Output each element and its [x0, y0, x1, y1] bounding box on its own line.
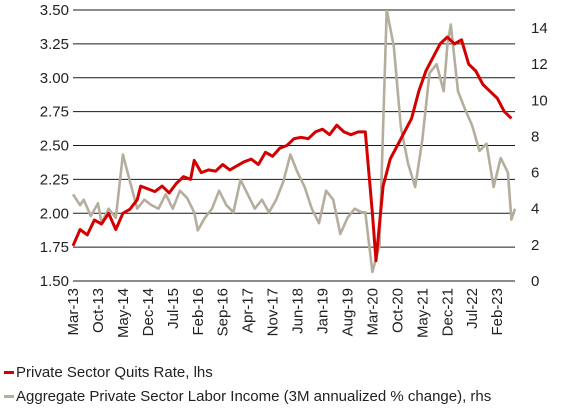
- y-left-tick-label: 3.00: [40, 70, 69, 87]
- legend-swatch-quits-rate: [4, 371, 14, 374]
- x-tick-label: Feb-23: [489, 288, 506, 336]
- y-right-tick-label: 12: [531, 56, 548, 73]
- x-tick-label: Aug-19: [339, 288, 356, 336]
- x-tick-label: Dec-14: [140, 288, 157, 336]
- x-tick-label: Feb-16: [190, 288, 207, 336]
- x-tick-label: Oct-13: [90, 288, 107, 333]
- grid-lines: [73, 9, 515, 282]
- y-right-tick-label: 10: [531, 92, 548, 109]
- legend-entry-quits-rate: Private Sector Quits Rate, lhs: [4, 364, 213, 381]
- x-tick-label: Jul-22: [464, 288, 481, 329]
- x-tick-label: May-21: [414, 288, 431, 338]
- x-tick-label: Jul-15: [165, 288, 182, 329]
- legend-label-labor-income: Aggregate Private Sector Labor Income (3…: [16, 388, 492, 405]
- x-tick-label: Dec-21: [439, 288, 456, 336]
- x-tick-label: Jan-19: [315, 288, 332, 334]
- legend-entry-labor-income: Aggregate Private Sector Labor Income (3…: [4, 388, 491, 405]
- y-right-tick-labels: 0 2 4 6 8 10 12 14: [531, 20, 548, 290]
- y-left-tick-label: 2.25: [40, 171, 69, 188]
- x-tick-labels: Mar-13 Oct-13 May-14 Dec-14 Jul-15 Feb-16 Sep-…: [65, 288, 506, 338]
- y-right-tick-label: 4: [531, 201, 539, 218]
- x-tick-label: Nov-17: [265, 288, 282, 336]
- x-tick-label: Sep-16: [215, 288, 232, 336]
- y-right-tick-label: 8: [531, 128, 539, 145]
- y-left-tick-labels: 1.50 1.75 2.00 2.25 2.50 2.75 3.00 3.25 3.50: [40, 2, 69, 290]
- series-layer: [71, 10, 517, 274]
- x-tick-label: Apr-17: [240, 288, 257, 333]
- legend-label-quits-rate: Private Sector Quits Rate, lhs: [16, 364, 213, 381]
- x-tick-label: Mar-13: [65, 288, 82, 336]
- y-right-tick-label: 14: [531, 20, 548, 37]
- y-left-tick-label: 3.25: [40, 36, 69, 53]
- x-tick-label: Jun-18: [290, 288, 307, 334]
- y-left-tick-label: 3.50: [40, 2, 69, 19]
- y-left-tick-label: 2.00: [40, 205, 69, 222]
- y-right-tick-label: 2: [531, 237, 539, 254]
- legend-swatch-labor-income: [4, 395, 14, 398]
- y-left-tick-label: 1.75: [40, 239, 69, 256]
- y-right-tick-label: 6: [531, 165, 539, 182]
- x-tick-label: Mar-20: [364, 288, 381, 336]
- y-left-tick-label: 2.50: [40, 138, 69, 155]
- series-line-labor-income: [71, 10, 517, 274]
- y-right-tick-label: 0: [531, 273, 539, 290]
- x-tick-label: Oct-20: [389, 288, 406, 333]
- y-left-tick-label: 1.50: [40, 273, 69, 290]
- x-tick-label: May-14: [115, 288, 132, 338]
- series-line-quits-rate: [71, 35, 513, 263]
- y-left-tick-label: 2.75: [40, 104, 69, 121]
